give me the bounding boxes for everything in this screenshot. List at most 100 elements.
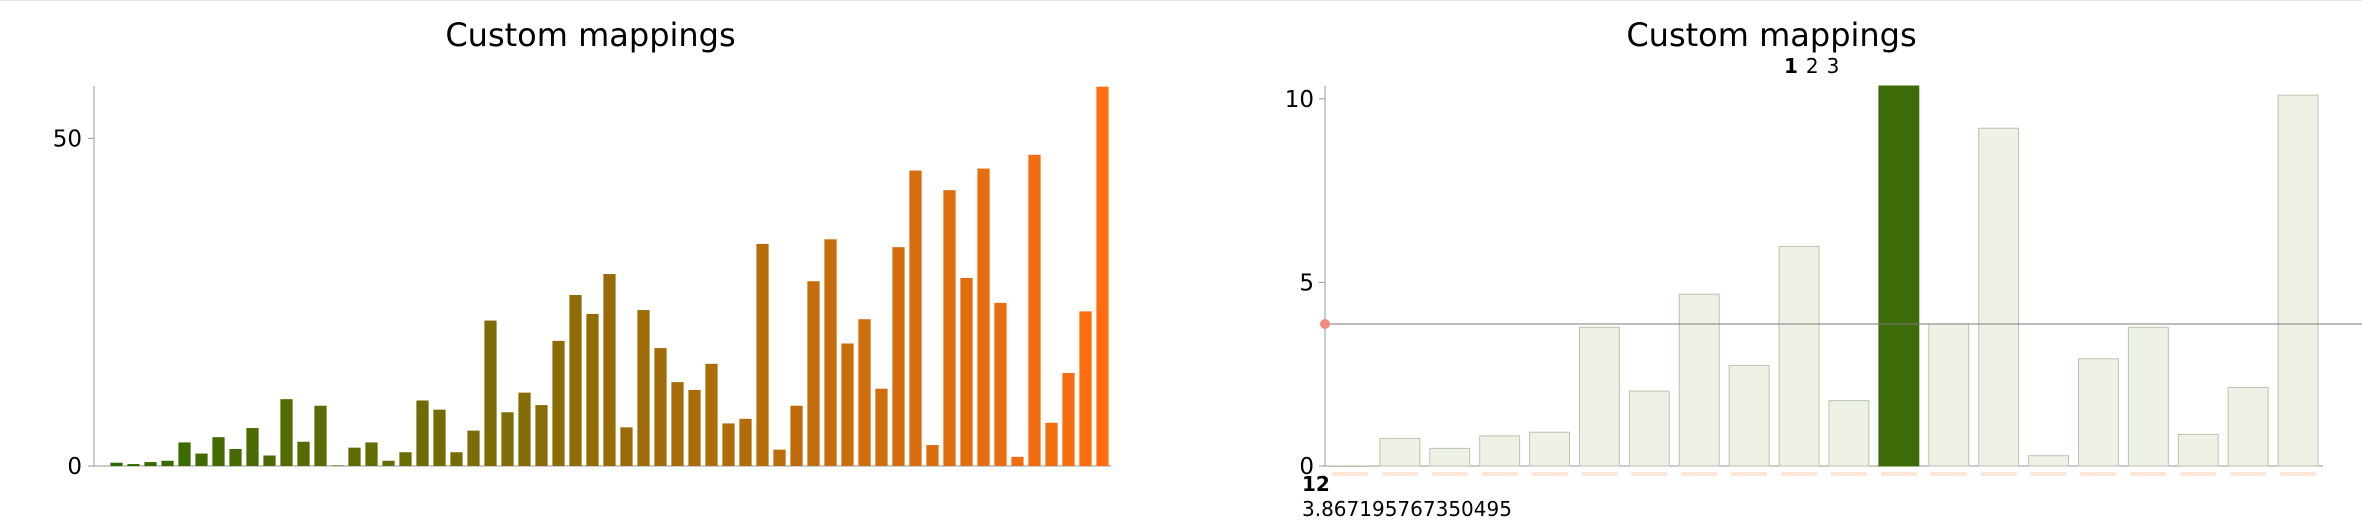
bar	[1778, 245, 1820, 467]
bar	[552, 340, 565, 466]
bar	[994, 302, 1007, 466]
right-chart-title: Custom mappings	[1626, 16, 1917, 54]
bar	[348, 447, 361, 466]
bar	[144, 462, 157, 466]
bar-base-marker	[1880, 472, 1917, 476]
y-tick-label: 5	[1299, 270, 1314, 296]
bar	[1045, 422, 1058, 466]
bar	[382, 460, 395, 466]
bar	[875, 388, 888, 466]
bar	[671, 382, 684, 466]
bar	[331, 465, 344, 466]
bar	[314, 405, 327, 466]
bar	[943, 190, 956, 466]
bar	[688, 390, 701, 466]
bar	[790, 405, 803, 466]
bar	[654, 348, 667, 466]
bar	[1529, 431, 1571, 467]
bar	[892, 247, 905, 466]
bar	[620, 427, 633, 466]
bar-base-marker	[1581, 472, 1618, 476]
bar	[2277, 94, 2319, 467]
bar-base-marker	[1980, 472, 2017, 476]
bar-base-marker	[1930, 472, 1967, 476]
highlighted-bar	[1878, 85, 1920, 467]
bar	[1828, 400, 1870, 467]
bar	[586, 314, 599, 466]
bar	[484, 320, 497, 466]
bar	[1062, 372, 1075, 466]
y-tick-label: 0	[67, 454, 82, 480]
y-tick-label: 10	[1285, 87, 1314, 113]
bar-base-marker	[1481, 472, 1518, 476]
bar-base-marker	[1731, 472, 1768, 476]
bar-base-marker	[1381, 472, 1418, 476]
bar-base-marker	[1531, 472, 1568, 476]
bar	[1678, 293, 1720, 467]
bar	[246, 428, 259, 466]
bar-base-marker	[1431, 472, 1468, 476]
page-link-2[interactable]: 2	[1805, 54, 1819, 78]
bar	[178, 442, 191, 466]
bar-base-marker	[2280, 472, 2317, 476]
bar	[297, 441, 310, 466]
bar	[161, 460, 174, 466]
bar-base-marker	[1830, 472, 1867, 476]
hover-index-label: 12	[1302, 472, 1330, 496]
bar	[705, 363, 718, 466]
bar	[399, 452, 412, 466]
bar	[977, 168, 990, 466]
bar	[110, 462, 123, 466]
right-bar-chart: 0 5 10	[1285, 85, 2362, 480]
bar	[926, 445, 939, 466]
bar	[1011, 456, 1024, 466]
bar	[1728, 364, 1770, 467]
bar	[229, 448, 242, 466]
bar-base-marker	[2180, 472, 2217, 476]
hover-value-label: 3.867195767350495	[1302, 497, 1512, 521]
bar	[2177, 433, 2219, 467]
bar	[2127, 326, 2169, 467]
bar	[603, 274, 616, 466]
bar	[1379, 437, 1421, 467]
bar	[433, 409, 446, 466]
left-chart-title: Custom mappings	[445, 16, 736, 54]
bar	[535, 405, 548, 466]
bar	[1978, 127, 2020, 467]
bar	[1096, 86, 1109, 466]
bar	[212, 437, 225, 466]
bar	[807, 281, 820, 466]
left-bar-chart: 0 50	[53, 86, 1111, 480]
bar	[569, 295, 582, 466]
hover-readout: 12 3.867195767350495	[1302, 472, 1512, 522]
bar	[416, 400, 429, 466]
bar-base-marker	[1631, 472, 1668, 476]
left-chart-panel: Custom mappings 0 50	[53, 16, 1111, 480]
crosshair-marker	[1320, 319, 1330, 330]
bar	[1479, 435, 1521, 467]
bar	[280, 399, 293, 466]
page-link-3[interactable]: 3	[1826, 54, 1840, 78]
bar	[722, 423, 735, 466]
bar	[263, 455, 276, 466]
bar	[637, 310, 650, 466]
bar	[365, 442, 378, 466]
bar	[450, 452, 463, 466]
bar	[1329, 465, 1371, 467]
bar-base-marker	[2080, 472, 2117, 476]
top-divider	[0, 0, 2362, 1]
bar	[1928, 323, 1970, 467]
bar	[1429, 447, 1471, 467]
page-link-1[interactable]: 1	[1784, 54, 1798, 78]
bar	[858, 319, 871, 466]
bar-base-marker	[2230, 472, 2267, 476]
bar	[824, 239, 837, 466]
bar	[2077, 358, 2119, 467]
bar	[195, 453, 208, 466]
bar	[960, 277, 973, 466]
bar	[518, 392, 531, 466]
y-tick-label: 0	[1299, 454, 1314, 480]
bar	[773, 449, 786, 466]
bar-base-marker	[1331, 472, 1368, 476]
